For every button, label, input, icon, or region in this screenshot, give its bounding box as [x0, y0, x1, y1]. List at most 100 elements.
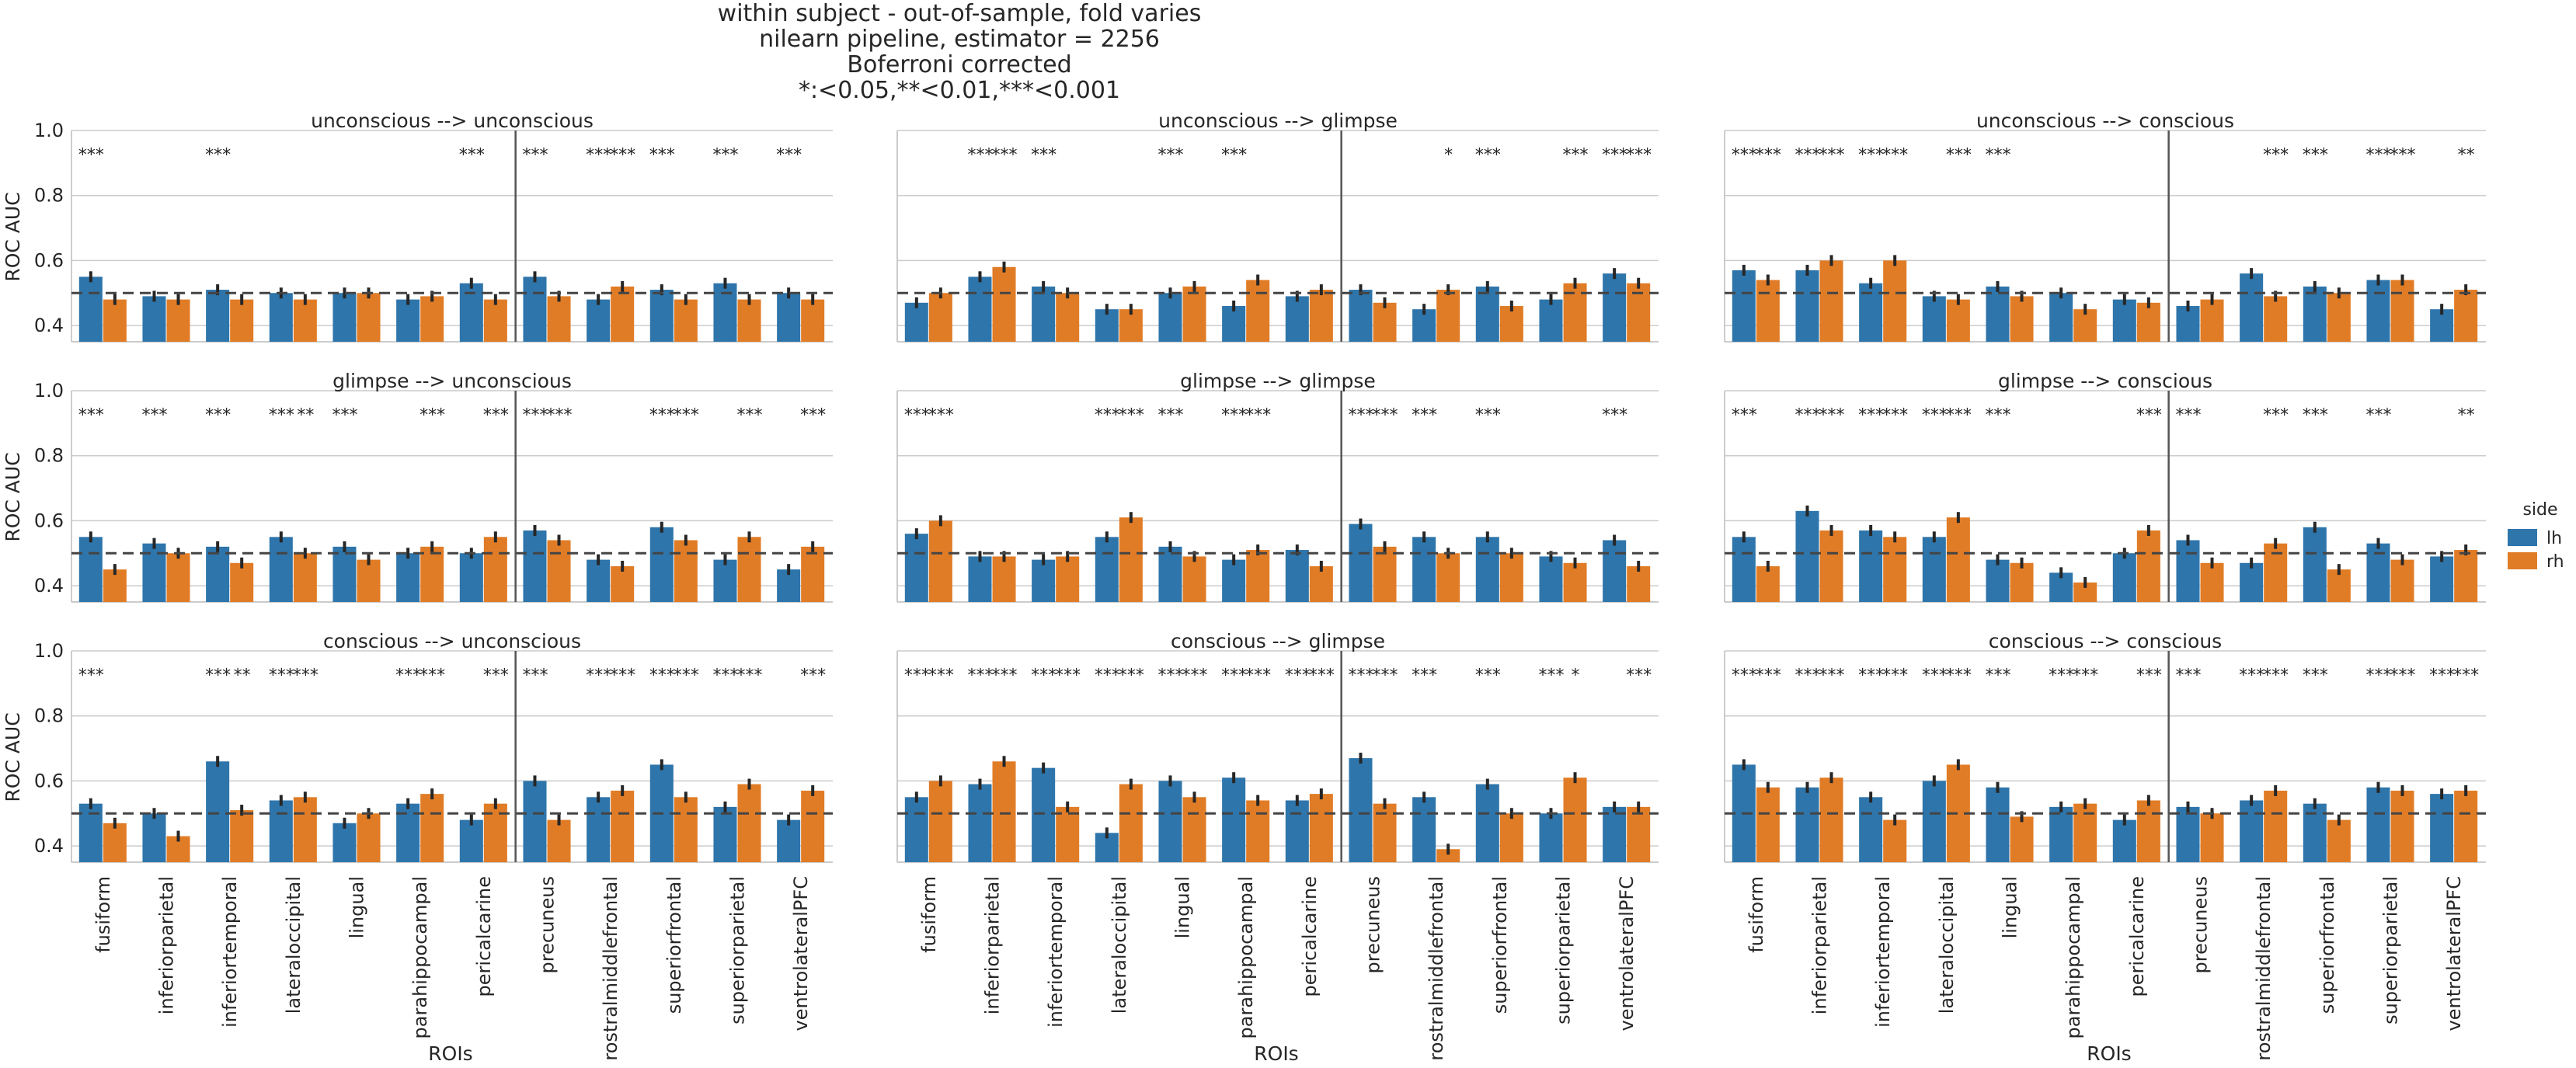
bar-rh-superiorfrontal — [1499, 813, 1523, 862]
bar-rh-precuneus — [1373, 302, 1397, 342]
bar-lh-pericalcarine — [459, 819, 483, 862]
y-tick-label: 0.4 — [34, 315, 64, 336]
bar-lh-fusiform — [78, 277, 103, 342]
bar-rh-precuneus — [547, 540, 571, 602]
x-tick-label-parahippocampal: parahippocampal — [409, 876, 431, 1038]
panel-title: glimpse --> conscious — [1998, 370, 2212, 392]
sig-stars-rh-fusiform: *** — [1756, 666, 1781, 685]
y-tick-label: 0.8 — [34, 185, 64, 207]
bar-lh-rostralmiddlefrontal — [2240, 562, 2264, 602]
x-tick-label-fusiform: fusiform — [92, 876, 114, 953]
bar-lh-lateraloccipital — [269, 293, 293, 342]
sig-stars-rh-parahippocampal: *** — [419, 666, 445, 685]
legend-label-rh: rh — [2546, 552, 2564, 572]
bar-rh-ventrolateralpfc — [801, 546, 825, 602]
sig-stars-lh-lingual: *** — [1985, 405, 2010, 425]
bar-rh-inferiorparietal — [166, 553, 190, 602]
bar-lh-precuneus — [523, 781, 547, 862]
x-tick-label-parahippocampal: parahippocampal — [1235, 876, 1257, 1038]
sig-stars-lh-lingual: *** — [1985, 145, 2010, 165]
bar-rh-precuneus — [1373, 546, 1397, 602]
bar-rh-pericalcarine — [2136, 302, 2160, 342]
bar-lh-lateraloccipital — [1095, 537, 1119, 602]
bar-rh-rostralmiddlefrontal — [611, 565, 635, 602]
bar-lh-lingual — [332, 823, 357, 862]
bar-rh-pericalcarine — [1309, 794, 1333, 862]
bar-rh-inferiorparietal — [992, 266, 1016, 342]
bar-lh-rostralmiddlefrontal — [2240, 273, 2264, 342]
bar-rh-ventrolateralpfc — [801, 299, 825, 342]
bar-rh-inferiortemporal — [1883, 537, 1907, 602]
bar-lh-lingual — [1158, 546, 1182, 602]
sig-stars-lh-inferiortemporal: *** — [205, 666, 231, 685]
sig-stars-rh-inferiortemporal: ** — [234, 666, 251, 685]
bar-lh-ventrolateralpfc — [1603, 540, 1627, 602]
x-tick-label-lingual: lingual — [1172, 876, 1194, 938]
bar-lh-inferiorparietal — [142, 296, 166, 342]
sig-stars-rh-inferiortemporal: *** — [1055, 666, 1081, 685]
bar-lh-inferiortemporal — [1859, 797, 1883, 862]
sig-stars-rh-fusiform: *** — [928, 666, 954, 685]
sig-stars-lh-superiorparietal: *** — [712, 145, 738, 165]
bar-rh-fusiform — [928, 781, 952, 862]
sig-stars-lh-rostralmiddlefrontal: *** — [2239, 666, 2264, 685]
bar-rh-inferiortemporal — [1056, 556, 1080, 602]
x-tick-label-lateraloccipital: lateraloccipital — [1109, 876, 1130, 1014]
panel-conscious-glimpse: ******fusiform******inferiorparietal****… — [896, 630, 1659, 1061]
bar-rh-inferiortemporal — [230, 299, 254, 342]
panel-title: glimpse --> unconscious — [332, 370, 572, 392]
sig-stars-rh-superiorfrontal: *** — [674, 666, 699, 685]
sig-stars-rh-inferiortemporal: *** — [1882, 666, 1908, 685]
sig-stars-lh-lingual: *** — [1157, 666, 1183, 685]
bar-rh-superiorparietal — [2390, 280, 2414, 342]
bar-rh-superiorfrontal — [674, 299, 698, 342]
bar-lh-inferiortemporal — [1032, 286, 1056, 342]
sig-stars-lh-lateraloccipital: *** — [1922, 405, 1948, 425]
x-tick-label-lateraloccipital: lateraloccipital — [283, 876, 305, 1014]
bar-lh-superiorparietal — [1539, 299, 1563, 342]
bar-rh-lingual — [357, 559, 381, 602]
bar-lh-fusiform — [904, 797, 928, 862]
x-tick-label-precuneus: precuneus — [2190, 876, 2212, 973]
bar-rh-lingual — [1182, 286, 1206, 342]
x-tick-label-rostralmiddlefrontal: rostralmiddlefrontal — [600, 876, 621, 1061]
sig-stars-lh-superiorfrontal: *** — [2303, 405, 2328, 425]
bar-rh-superiorparietal — [737, 537, 761, 602]
panel-conscious-unconscious: 0.4 0.6 0.8 1.0 *** fusiform inferiorparietal *… — [34, 630, 833, 1061]
bar-rh-rostralmiddlefrontal — [1436, 849, 1460, 862]
bar-lh-inferiorparietal — [1795, 787, 1819, 862]
bar-lh-superiorparietal — [2366, 787, 2390, 862]
bar-rh-lateraloccipital — [293, 797, 317, 862]
x-tick-label-ventrolateralpfc: ventrolateralPFC — [2443, 876, 2465, 1031]
sig-stars-lh-rostralmiddlefrontal: *** — [1412, 405, 1437, 425]
sig-stars-lh-inferiortemporal: *** — [1858, 145, 1884, 165]
bar-lh-precuneus — [2176, 305, 2200, 342]
sig-stars-lh-ventrolateralpfc: *** — [2429, 666, 2455, 685]
bar-lh-lingual — [1158, 293, 1182, 342]
bar-rh-parahippocampal — [420, 296, 444, 342]
sig-stars-lh-lateraloccipital: *** — [1922, 666, 1948, 685]
panel-title: glimpse --> glimpse — [1180, 370, 1376, 392]
x-tick-label-rostralmiddlefrontal: rostralmiddlefrontal — [1426, 876, 1447, 1061]
sig-stars-lh-precuneus: *** — [522, 145, 548, 165]
sig-stars-rh-inferiorparietal: *** — [1819, 405, 1845, 425]
bar-rh-fusiform — [928, 293, 952, 342]
bar-rh-inferiorparietal — [1819, 530, 1843, 602]
sig-stars-lh-superiorparietal: *** — [2365, 405, 2391, 425]
bar-rh-superiorfrontal — [2327, 819, 2351, 862]
sig-stars-rh-rostralmiddlefrontal: *** — [2263, 405, 2289, 425]
sig-stars-rh-ventrolateralpfc: *** — [800, 666, 826, 685]
sig-stars-lh-ventrolateralpfc: *** — [776, 145, 802, 165]
bar-rh-superiorfrontal — [1499, 553, 1523, 602]
bar-rh-precuneus — [547, 819, 571, 862]
sig-stars-lh-inferiortemporal: *** — [205, 145, 231, 165]
bar-rh-precuneus — [2200, 813, 2224, 862]
x-tick-label-pericalcarine: pericalcarine — [2126, 876, 2148, 997]
bar-rh-inferiortemporal — [1056, 293, 1080, 342]
sig-stars-lh-superiorparietal: *** — [2365, 145, 2391, 165]
panel-glimpse-unconscious: 0.40.60.81.0*** *** *** *** ** *** *** *** *****… — [34, 370, 833, 603]
x-tick-label-parahippocampal: parahippocampal — [2063, 876, 2084, 1038]
bar-rh-lingual — [357, 813, 381, 862]
x-tick-label-lingual: lingual — [346, 876, 368, 938]
sig-stars-rh-inferiorparietal: *** — [992, 145, 1018, 165]
